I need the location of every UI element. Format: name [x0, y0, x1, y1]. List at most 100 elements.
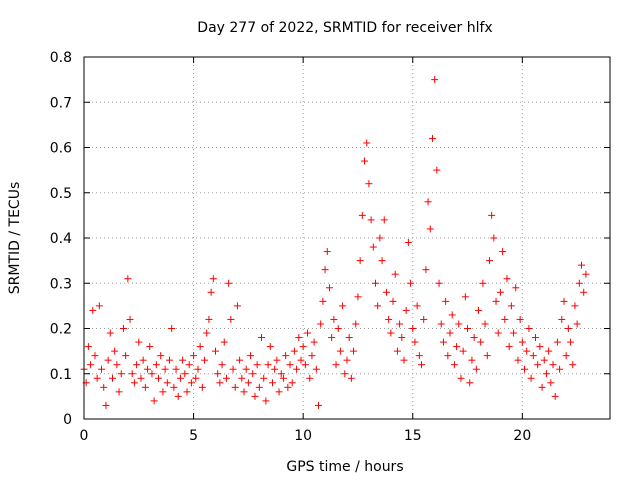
- data-point: [198, 383, 206, 391]
- x-tick-label: 10: [294, 428, 312, 444]
- data-point: [464, 325, 472, 332]
- data-point: [409, 325, 417, 332]
- data-point: [174, 392, 182, 400]
- data-point: [317, 320, 325, 328]
- data-point: [569, 361, 577, 369]
- data-point: [521, 365, 529, 373]
- data-point: [376, 234, 384, 242]
- data-point: [251, 392, 259, 400]
- data-point: [347, 374, 355, 382]
- data-point: [271, 365, 279, 373]
- data-point: [275, 388, 283, 396]
- data-point: [411, 338, 419, 346]
- data-point: [385, 315, 393, 323]
- data-point: [422, 266, 430, 274]
- data-point: [371, 279, 379, 287]
- data-point: [490, 234, 498, 242]
- data-point: [457, 374, 465, 382]
- data-point: [308, 352, 316, 360]
- data-point: [89, 306, 97, 314]
- data-point: [126, 315, 134, 323]
- data-point: [328, 334, 336, 342]
- data-point: [155, 374, 163, 382]
- x-tick-label: 5: [189, 428, 198, 444]
- data-point: [229, 365, 237, 373]
- data-point: [562, 352, 570, 360]
- data-point: [455, 320, 463, 328]
- data-point: [571, 302, 579, 310]
- data-point: [231, 383, 239, 391]
- data-point: [488, 211, 496, 219]
- data-point: [374, 302, 382, 310]
- data-point: [341, 370, 349, 378]
- data-point: [380, 216, 388, 224]
- y-tick-label: 0: [63, 412, 72, 428]
- y-tick-label: 0.6: [50, 141, 72, 157]
- data-point: [238, 374, 246, 382]
- data-point: [444, 352, 452, 360]
- data-point: [157, 352, 165, 360]
- data-points: [80, 76, 590, 409]
- data-point: [183, 388, 191, 396]
- data-point: [356, 257, 364, 265]
- data-point: [218, 361, 226, 369]
- data-point: [137, 374, 145, 382]
- data-point: [413, 302, 421, 310]
- data-point: [222, 374, 230, 382]
- data-point: [293, 365, 301, 373]
- data-point: [461, 293, 469, 301]
- data-point: [501, 315, 509, 323]
- data-point: [536, 343, 544, 351]
- data-point: [225, 279, 233, 287]
- data-point: [209, 275, 217, 283]
- data-point: [547, 379, 555, 387]
- data-point: [420, 315, 428, 323]
- data-point: [538, 383, 546, 391]
- data-point: [507, 302, 515, 310]
- data-point: [286, 361, 294, 369]
- data-point: [435, 279, 443, 287]
- plot-frame: [83, 56, 611, 420]
- data-point: [339, 302, 347, 310]
- data-point: [525, 325, 533, 332]
- data-point: [192, 374, 200, 382]
- data-point: [150, 397, 158, 405]
- data-point: [273, 356, 281, 364]
- data-point: [382, 288, 390, 296]
- data-point: [187, 379, 195, 387]
- data-point: [264, 361, 272, 369]
- y-tick-label: 0.3: [50, 276, 72, 292]
- data-point: [227, 315, 235, 323]
- data-point: [503, 275, 511, 283]
- data-point: [260, 374, 268, 382]
- data-point: [475, 306, 482, 314]
- data-point: [102, 401, 110, 409]
- data-point: [354, 293, 362, 301]
- data-point: [181, 370, 189, 378]
- data-point: [391, 270, 399, 278]
- data-point: [334, 325, 342, 332]
- data-point: [358, 211, 366, 219]
- data-point: [523, 347, 531, 355]
- data-point: [529, 352, 537, 360]
- data-point: [106, 329, 114, 337]
- data-point: [301, 361, 309, 369]
- data-point: [205, 315, 213, 323]
- data-point: [483, 352, 491, 360]
- data-point: [319, 297, 327, 305]
- tick-labels: 0 5 10 15 20 0 0.1 0.2 0.3 0.4 0.5 0.6 0.7 0.8: [50, 50, 532, 444]
- data-point: [439, 338, 447, 346]
- data-point: [258, 334, 266, 342]
- data-point: [315, 401, 323, 409]
- data-point: [262, 397, 270, 405]
- data-point: [387, 329, 395, 337]
- data-point: [481, 320, 489, 328]
- data-point: [407, 279, 415, 287]
- data-point: [168, 325, 176, 332]
- data-point: [98, 365, 106, 373]
- data-point: [499, 248, 507, 256]
- data-point: [236, 356, 244, 364]
- data-point: [396, 320, 404, 328]
- data-point: [575, 279, 583, 287]
- data-point: [312, 365, 320, 373]
